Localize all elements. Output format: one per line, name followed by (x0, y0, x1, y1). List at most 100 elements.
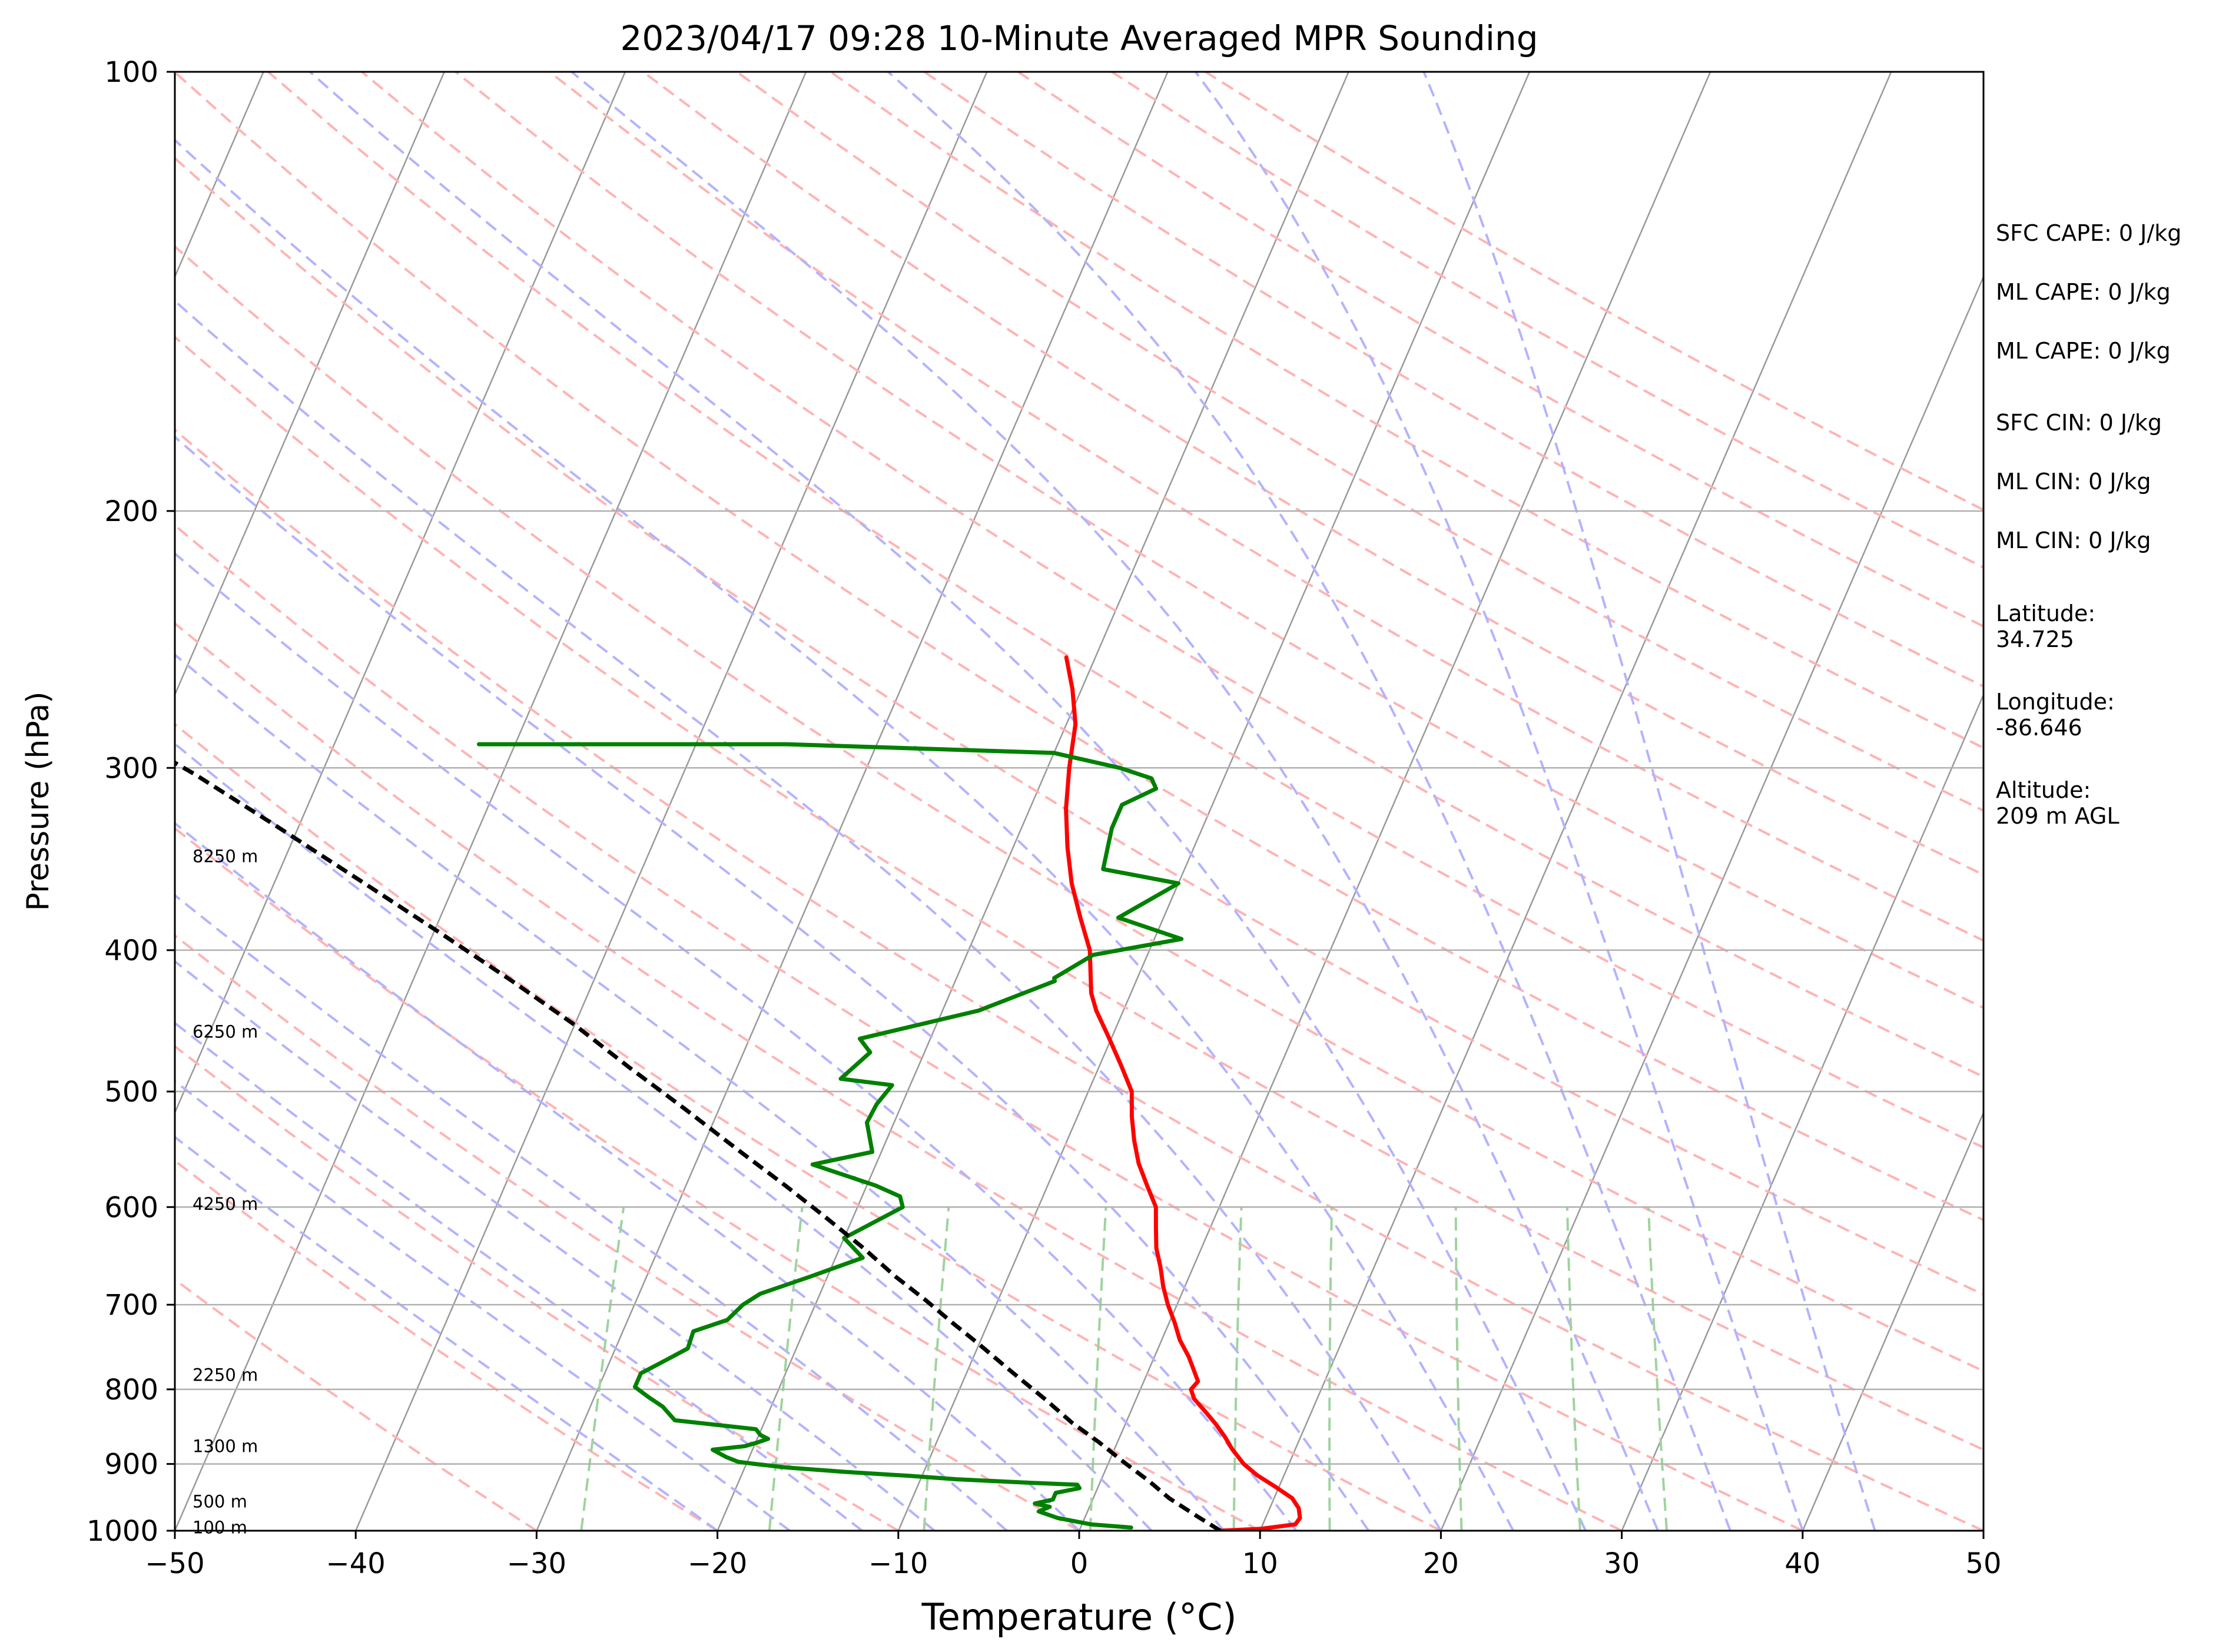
ml-cin-text: ML CIN: 0 J/kg (1996, 469, 2151, 495)
height-label: 1300 m (193, 1436, 258, 1456)
mixing-ratio-line (1232, 1207, 1243, 1531)
x-tick-label: 10 (1242, 1547, 1278, 1580)
isotherm-line (1802, 1110, 1983, 1531)
background-guide-lines (175, 72, 1983, 1531)
y-tick-label: 600 (104, 1191, 158, 1224)
height-label: 100 m (193, 1518, 247, 1538)
mixing-ratio-line (1454, 1207, 1463, 1531)
dry-adiabat-line (175, 245, 1983, 1372)
isotherm-line (355, 72, 988, 1531)
mixing-ratio-line (1647, 1207, 1669, 1531)
moist-adiabat-line (175, 138, 1515, 1531)
x-tick-label: −40 (326, 1547, 386, 1580)
y-tick-label: 100 (104, 56, 158, 89)
isotherm-line (897, 72, 1531, 1531)
moist-adiabat-line (175, 742, 1153, 1531)
y-tick-label: 900 (104, 1448, 158, 1481)
mixing-ratio-line (1328, 1207, 1333, 1531)
altitude-text: Altitude: 209 m AGL (1996, 777, 2119, 829)
dry-adiabat-line (175, 934, 1080, 1531)
x-tick-label: 30 (1604, 1547, 1640, 1580)
moist-adiabat-line (175, 653, 1225, 1531)
y-axis-ticks: 100 200 300 400 500 600 700 800 900 1000 (87, 56, 175, 1548)
moist-adiabat-line (175, 1080, 791, 1531)
isotherm-line (1078, 72, 1711, 1531)
x-axis-label: Temperature (°C) (921, 1595, 1236, 1638)
ml-cape-text: ML CAPE: 0 J/kg (1996, 279, 2171, 305)
moist-adiabat-line (887, 72, 1732, 1531)
latitude-text: Latitude: 34.725 (1996, 601, 2096, 652)
mixing-ratio-line (580, 1207, 625, 1531)
x-axis-ticks: −50 −40 −30 −20 −10 0 10 20 30 40 50 (145, 1531, 2002, 1580)
height-label: 8250 m (193, 847, 258, 867)
y-tick-label: 400 (104, 934, 158, 967)
x-tick-label: 20 (1423, 1547, 1459, 1580)
dry-adiabat-line (175, 1278, 538, 1531)
isotherm-line (1621, 692, 1983, 1531)
dry-adiabat-line (548, 72, 1983, 942)
dry-adiabat-line (175, 72, 1983, 1222)
height-label: 500 m (193, 1491, 247, 1511)
ml-cin-text-2: ML CIN: 0 J/kg (1996, 528, 2151, 553)
x-tick-label: 0 (1070, 1547, 1089, 1580)
dry-adiabat-line (175, 827, 1261, 1531)
moist-adiabat-line (175, 894, 1008, 1531)
ml-cape-text-2: ML CAPE: 0 J/kg (1996, 338, 2171, 364)
parcel-profile-line (175, 760, 1222, 1531)
isotherm-line (175, 72, 445, 697)
y-tick-label: 800 (104, 1374, 158, 1406)
x-tick-label: −10 (868, 1547, 928, 1580)
isotherm-line (175, 72, 807, 1531)
height-labels: 8250 m 6250 m 4250 m 2250 m 1300 m 500 m 100 m (193, 847, 258, 1538)
x-tick-label: −20 (688, 1547, 747, 1580)
mixing-ratio-line (923, 1207, 950, 1531)
isotherm-line (536, 72, 1169, 1531)
moist-adiabat-line (175, 435, 1370, 1531)
moist-adiabat-line (175, 1135, 718, 1531)
sfc-cape-text: SFC CAPE: 0 J/kg (1996, 220, 2182, 246)
sounding-profiles (175, 655, 1302, 1531)
height-label: 6250 m (193, 1022, 258, 1042)
moist-adiabat-line (175, 299, 1442, 1531)
dry-adiabat-line (175, 335, 1983, 1451)
temperature-profile-line (1064, 655, 1302, 1531)
y-tick-label: 500 (104, 1076, 158, 1109)
x-tick-label: 40 (1784, 1547, 1820, 1580)
moist-adiabat-line (175, 821, 1080, 1531)
y-tick-label: 1000 (87, 1515, 158, 1548)
dry-adiabat-line (267, 72, 1983, 1149)
x-tick-label: −30 (507, 1547, 566, 1580)
sfc-cin-text: SFC CIN: 0 J/kg (1996, 410, 2162, 436)
height-label: 4250 m (193, 1194, 258, 1214)
dewpoint-profile-line (477, 742, 1184, 1530)
y-tick-label: 300 (104, 752, 158, 785)
y-tick-label: 700 (104, 1289, 158, 1322)
moist-adiabat-line (1422, 72, 1876, 1531)
moist-adiabat-line (175, 960, 936, 1531)
dry-adiabat-line (923, 72, 1983, 688)
dry-adiabat-line (175, 523, 1803, 1531)
longitude-text: Longitude: -86.646 (1996, 689, 2115, 741)
dry-adiabat-line (175, 1159, 718, 1531)
y-axis-label: Pressure (hPa) (21, 692, 56, 911)
moist-adiabat-line (175, 1021, 863, 1531)
y-tick-label: 200 (104, 495, 158, 528)
plot-frame (174, 71, 1985, 1532)
dry-adiabat-line (642, 72, 1983, 877)
moist-adiabat-line (570, 72, 1659, 1531)
dry-adiabat-line (175, 428, 1983, 1531)
chart-title: 2023/04/17 09:28 10-Minute Averaged MPR … (620, 18, 1538, 58)
moist-adiabat-line (309, 72, 1587, 1531)
height-label: 2250 m (193, 1365, 258, 1385)
pressure-grid (175, 510, 1983, 1465)
moist-adiabat-line (175, 552, 1298, 1531)
dry-adiabat-line (175, 722, 1442, 1531)
isotherm-line (175, 72, 626, 1115)
isotherm-line (1259, 72, 1892, 1531)
mixing-ratio-line (1565, 1207, 1581, 1531)
dry-adiabat-line (175, 622, 1623, 1531)
moist-adiabat-line (1194, 72, 1804, 1531)
isotherm-line (717, 72, 1349, 1531)
dry-adiabat-line (830, 72, 1983, 749)
